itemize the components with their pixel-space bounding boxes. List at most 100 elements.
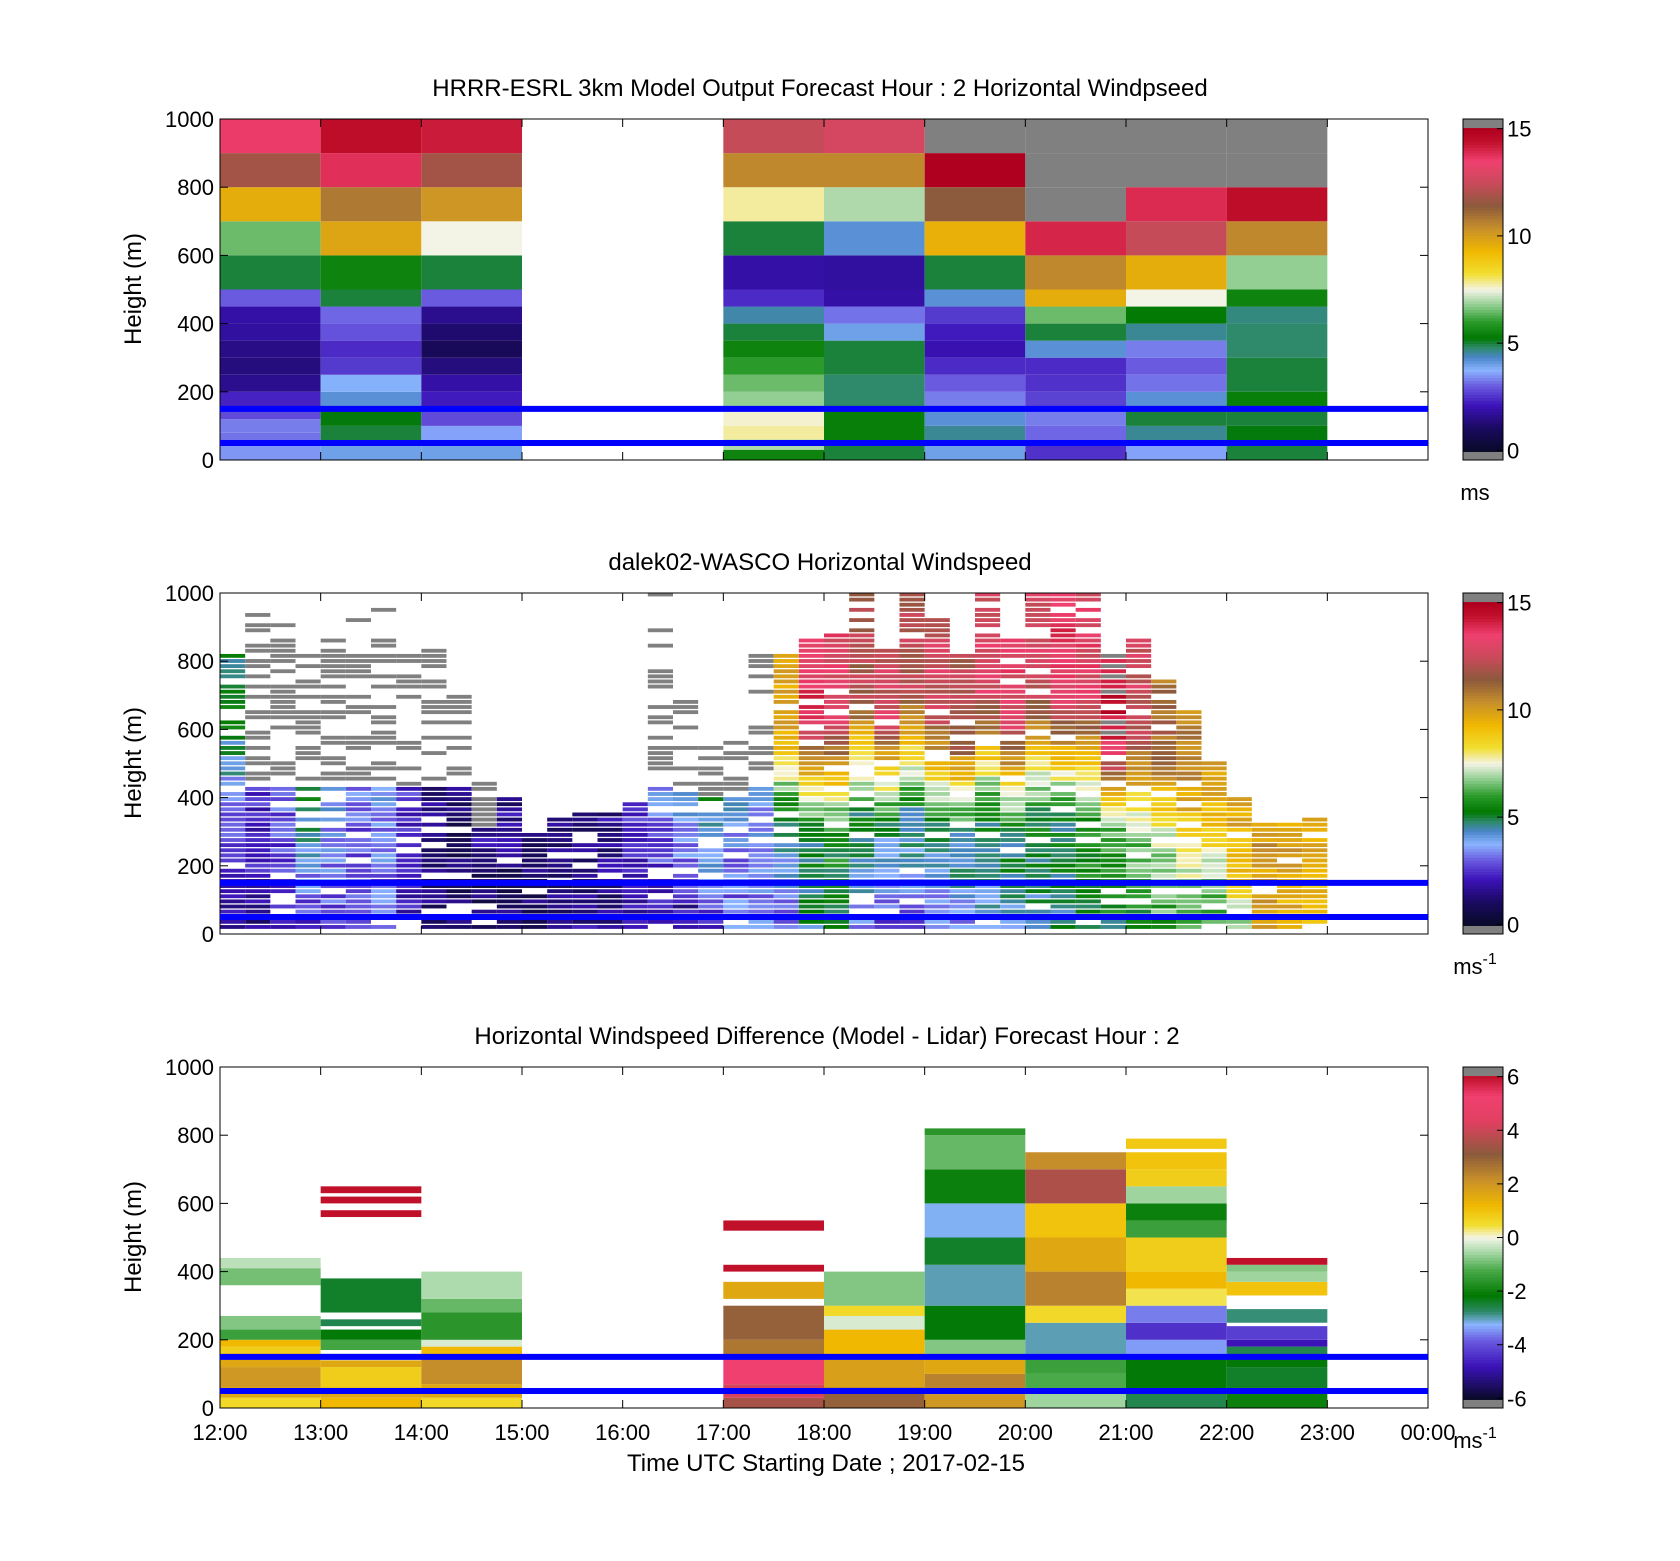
heatmap-cell <box>1000 868 1026 873</box>
heatmap-cell <box>1126 817 1152 822</box>
heatmap-cell <box>1251 822 1277 827</box>
heatmap-cell <box>849 720 875 725</box>
colorbar-frame <box>1462 118 1504 461</box>
heatmap-cell <box>496 832 522 837</box>
heatmap-cell <box>773 669 799 674</box>
heatmap-cell <box>371 822 397 827</box>
heatmap-cell <box>245 889 271 894</box>
heatmap-cell <box>924 221 1026 256</box>
colorbar-segment <box>1463 192 1503 197</box>
colorbar-segment <box>1463 298 1503 302</box>
heatmap-cell <box>1126 776 1152 781</box>
heatmap-cell <box>1050 638 1076 643</box>
heatmap-cell <box>1176 919 1202 924</box>
colorbar-unit: ms <box>1460 480 1489 505</box>
heatmap-cell <box>1100 699 1126 704</box>
heatmap-cell <box>798 863 824 868</box>
heatmap-cell <box>975 904 1001 909</box>
heatmap-cell <box>874 832 900 837</box>
heatmap-cell <box>622 873 648 878</box>
y-tick-label: 800 <box>177 1123 214 1148</box>
heatmap-cell <box>220 725 246 730</box>
heatmap-cell <box>975 746 1001 750</box>
heatmap-cell <box>572 925 598 929</box>
heatmap-cell <box>220 751 246 755</box>
heatmap-cell <box>396 843 422 848</box>
heatmap-cell <box>824 781 850 786</box>
heatmap-cell <box>723 781 749 786</box>
heatmap-cell <box>975 648 1001 653</box>
heatmap-cell <box>295 817 321 822</box>
heatmap-cell <box>1151 853 1177 858</box>
heatmap-cell <box>798 638 824 643</box>
colorbar-segment <box>1463 695 1503 699</box>
heatmap-cell <box>1176 873 1202 878</box>
heatmap-cell <box>849 838 875 842</box>
heatmap-cell <box>622 853 648 858</box>
heatmap-cell <box>748 751 774 755</box>
heatmap-cell <box>1176 894 1202 899</box>
heatmap-cell <box>924 725 950 730</box>
heatmap-cell <box>220 653 246 658</box>
heatmap-cell <box>371 843 397 848</box>
heatmap-cell <box>496 838 522 842</box>
heatmap-cell <box>949 817 975 822</box>
heatmap-cell <box>396 853 422 858</box>
colorbar-segment <box>1463 916 1503 921</box>
heatmap-cell <box>1025 776 1051 781</box>
heatmap-cell <box>1226 873 1252 878</box>
heatmap-cell <box>723 807 749 812</box>
heatmap-cell <box>924 674 950 679</box>
heatmap-cell <box>924 705 950 709</box>
heatmap-cell <box>1226 899 1252 904</box>
heatmap-cell <box>899 592 925 597</box>
heatmap-cell <box>421 1397 522 1408</box>
colorbar-segment <box>1463 1149 1503 1153</box>
colorbar-segment <box>1463 891 1503 895</box>
heatmap-cell <box>471 873 497 878</box>
heatmap-cell <box>874 746 900 750</box>
panel-title: Horizontal Windspeed Difference (Model -… <box>474 1023 1179 1050</box>
heatmap-cell <box>748 746 774 750</box>
colorbar-segment <box>1463 457 1503 461</box>
heatmap-cell <box>220 740 246 745</box>
heatmap-cell <box>773 735 799 740</box>
colorbar-segment <box>1463 1078 1503 1082</box>
heatmap-cell <box>345 899 371 904</box>
heatmap-cell <box>924 797 950 802</box>
heatmap-cell <box>748 653 774 658</box>
heatmap-cell <box>371 863 397 868</box>
colorbar-tick-label: 0 <box>1507 438 1519 463</box>
heatmap-cell <box>874 659 900 663</box>
heatmap-cell <box>220 894 246 899</box>
heatmap-cell <box>421 221 522 256</box>
colorbar-segment <box>1463 445 1503 450</box>
heatmap-cell <box>1050 761 1076 766</box>
heatmap-cell <box>849 925 875 929</box>
heatmap-cell <box>345 884 371 888</box>
heatmap-cell <box>773 766 799 771</box>
heatmap-cell <box>1251 904 1277 909</box>
heatmap-cell <box>1201 853 1227 858</box>
heatmap-cell <box>824 797 850 802</box>
heatmap-cell <box>1277 843 1303 848</box>
heatmap-cell <box>547 822 573 827</box>
heatmap-cell <box>270 699 296 704</box>
heatmap-cell <box>1000 853 1026 858</box>
heatmap-cell <box>1126 1169 1227 1187</box>
heatmap-cell <box>421 863 447 868</box>
colorbar-segment <box>1463 749 1503 753</box>
heatmap-cell <box>270 919 296 924</box>
heatmap-cell <box>924 664 950 669</box>
heatmap-cell <box>1176 766 1202 771</box>
heatmap-cell <box>345 868 371 873</box>
heatmap-cell <box>295 756 321 761</box>
colorbar-segment <box>1463 167 1503 171</box>
heatmap-cell <box>496 884 522 888</box>
colorbar-segment <box>1463 757 1503 762</box>
heatmap-cell <box>1025 812 1051 817</box>
heatmap-cell <box>220 153 321 188</box>
heatmap-cell <box>924 694 950 699</box>
heatmap-cell <box>421 868 447 873</box>
heatmap-cell <box>673 848 699 853</box>
